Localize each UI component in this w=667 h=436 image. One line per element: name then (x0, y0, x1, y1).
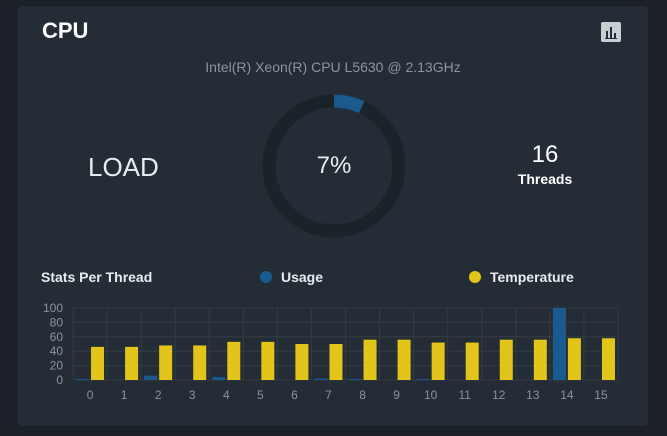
temperature-bar-5[interactable] (261, 341, 275, 380)
threads-count: 16 (531, 141, 559, 168)
legend-usage[interactable]: Usage (260, 269, 323, 285)
x-tick-label: 8 (359, 388, 366, 402)
cpu-card: CPU Intel(R) Xeon(R) CPU L5630 @ 2.13GHz… (18, 6, 648, 426)
temperature-bar-15[interactable] (601, 338, 615, 380)
temperature-bar-13[interactable] (533, 339, 547, 380)
bar-chart-icon[interactable] (601, 22, 621, 42)
usage-bar-14[interactable] (552, 308, 566, 380)
x-tick-label: 7 (325, 388, 332, 402)
temperature-bar-12[interactable] (499, 339, 513, 380)
temperature-bar-7[interactable] (329, 344, 343, 380)
temperature-bar-1[interactable] (125, 346, 139, 380)
temperature-bar-6[interactable] (295, 344, 309, 380)
load-value: 7% (316, 152, 352, 179)
legend-temperature[interactable]: Temperature (469, 269, 574, 285)
temperature-bar-8[interactable] (363, 339, 377, 380)
y-tick-label: 80 (50, 315, 64, 329)
legend-usage-label: Usage (281, 269, 324, 285)
x-tick-label: 4 (223, 388, 230, 402)
x-tick-label: 15 (594, 388, 608, 402)
legend-usage-dot (260, 271, 272, 283)
usage-bar-4[interactable] (212, 377, 226, 380)
temperature-bar-2[interactable] (159, 345, 173, 380)
temperature-bar-4[interactable] (227, 341, 241, 380)
load-label: LOAD (88, 152, 159, 182)
gauge-fill (262, 94, 406, 238)
y-tick-label: 40 (50, 344, 64, 358)
usage-bar-2[interactable] (144, 375, 158, 380)
load-gauge (262, 94, 406, 238)
temperature-bar-3[interactable] (193, 345, 207, 380)
x-tick-label: 13 (526, 388, 540, 402)
x-tick-label: 1 (121, 388, 128, 402)
usage-bar-10[interactable] (416, 379, 430, 380)
temperature-bar-9[interactable] (397, 339, 411, 380)
temperature-bar-10[interactable] (431, 342, 445, 380)
y-tick-label: 20 (50, 359, 64, 373)
x-tick-label: 6 (291, 388, 298, 402)
y-tick-label: 100 (43, 301, 63, 315)
stats-title: Stats Per Thread (41, 269, 153, 285)
y-tick-label: 60 (50, 330, 64, 344)
usage-bar-0[interactable] (76, 379, 90, 380)
usage-bar-8[interactable] (348, 379, 362, 380)
legend-temperature-label: Temperature (490, 269, 574, 285)
y-tick-label: 0 (56, 373, 63, 387)
legend-temperature-dot (469, 271, 481, 283)
cpu-model-text: Intel(R) Xeon(R) CPU L5630 @ 2.13GHz (205, 59, 461, 75)
temperature-bar-11[interactable] (465, 342, 479, 380)
usage-bar-7[interactable] (314, 378, 328, 380)
x-tick-label: 10 (424, 388, 438, 402)
temperature-bar-0[interactable] (91, 346, 105, 380)
x-tick-label: 12 (492, 388, 506, 402)
card-title: CPU (42, 18, 89, 43)
threads-label: Threads (517, 171, 573, 187)
x-tick-label: 9 (393, 388, 400, 402)
x-tick-label: 11 (458, 388, 471, 402)
temperature-bar-14[interactable] (567, 338, 581, 380)
x-tick-label: 5 (257, 388, 264, 402)
x-tick-label: 2 (155, 388, 162, 402)
x-tick-label: 14 (560, 388, 574, 402)
x-tick-label: 0 (87, 388, 94, 402)
x-tick-label: 3 (189, 388, 196, 402)
